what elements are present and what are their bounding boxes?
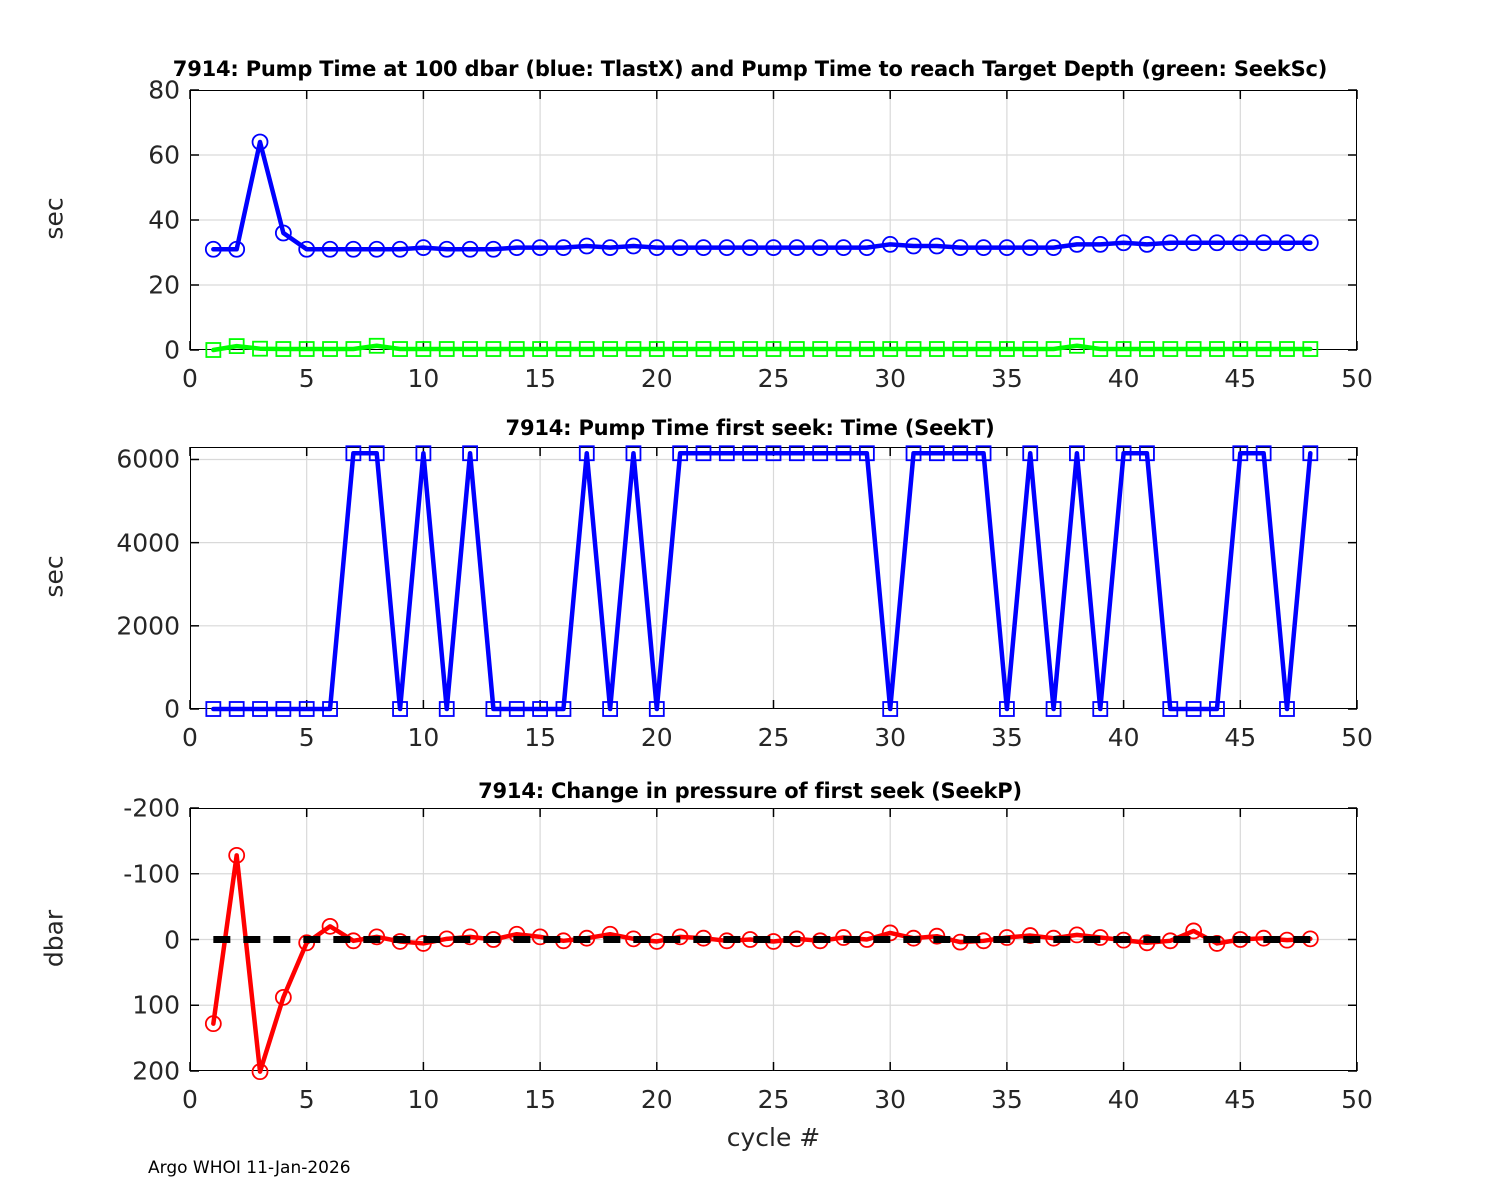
xtick-panel2-15: 15 <box>524 723 556 752</box>
xtick-panel1-5: 5 <box>298 364 315 393</box>
xtick-panel3-5: 5 <box>298 1085 315 1114</box>
xtick-panel2-50: 50 <box>1341 723 1373 752</box>
ytick-panel1-80: 80 <box>148 75 180 105</box>
ytick-panel3--100: -100 <box>123 859 180 889</box>
ytick-panel2-2000: 2000 <box>116 611 180 641</box>
ylabel-panel3: dbar <box>39 909 69 967</box>
xtick-panel1-10: 10 <box>407 364 440 393</box>
xtick-panel3-30: 30 <box>874 1085 907 1114</box>
xtick-panel2-5: 5 <box>298 723 315 752</box>
xtick-panel2-10: 10 <box>407 723 440 752</box>
ylabel-panel1: sec <box>39 197 69 240</box>
ytick-panel3-200: 200 <box>132 1056 180 1086</box>
panel-title-panel3: 7914: Change in pressure of first seek (… <box>478 779 1022 803</box>
xtick-panel3-35: 35 <box>990 1085 1023 1114</box>
xtick-panel3-10: 10 <box>407 1085 440 1114</box>
xtick-panel2-45: 45 <box>1224 723 1257 752</box>
plot-canvas-panel3 <box>189 807 1358 1081</box>
ytick-panel2-4000: 4000 <box>116 528 180 558</box>
ytick-panel1-60: 60 <box>148 140 180 170</box>
xtick-panel1-45: 45 <box>1224 364 1257 393</box>
footer-credit: Argo WHOI 11-Jan-2026 <box>148 1158 351 1178</box>
xtick-panel1-40: 40 <box>1107 364 1140 393</box>
ytick-panel2-6000: 6000 <box>116 444 180 474</box>
xtick-panel2-0: 0 <box>182 723 198 752</box>
xtick-panel3-0: 0 <box>182 1085 198 1114</box>
xtick-panel3-20: 20 <box>640 1085 673 1114</box>
xtick-panel1-20: 20 <box>640 364 673 393</box>
ytick-panel3-0: 0 <box>164 925 180 954</box>
xtick-panel2-30: 30 <box>874 723 907 752</box>
plot-canvas-panel1 <box>189 89 1358 358</box>
xtick-panel3-50: 50 <box>1341 1085 1373 1114</box>
xtick-panel3-15: 15 <box>524 1085 556 1114</box>
xlabel-panel3: cycle # <box>726 1123 821 1152</box>
ytick-panel1-0: 0 <box>164 335 180 365</box>
xtick-panel1-0: 0 <box>182 364 198 393</box>
ytick-panel2-0: 0 <box>164 694 180 724</box>
panel-title-panel2: 7914: Pump Time first seek: Time (SeekT) <box>505 416 995 440</box>
xtick-panel2-25: 25 <box>757 723 790 752</box>
xtick-panel3-25: 25 <box>757 1085 790 1114</box>
xtick-panel3-45: 45 <box>1224 1085 1257 1114</box>
ytick-panel3--200: -200 <box>123 793 180 823</box>
plot-canvas-panel2 <box>189 445 1358 717</box>
xtick-panel1-25: 25 <box>757 364 790 393</box>
xtick-panel1-30: 30 <box>874 364 907 393</box>
xtick-panel2-20: 20 <box>640 723 673 752</box>
xtick-panel2-40: 40 <box>1107 723 1140 752</box>
xtick-panel2-35: 35 <box>990 723 1023 752</box>
xtick-panel1-50: 50 <box>1341 364 1373 393</box>
panel-title-panel1: 7914: Pump Time at 100 dbar (blue: Tlast… <box>172 57 1328 81</box>
ylabel-panel2: sec <box>39 555 69 598</box>
xtick-panel3-40: 40 <box>1107 1085 1140 1114</box>
xtick-panel1-15: 15 <box>524 364 556 393</box>
ytick-panel1-20: 20 <box>148 270 180 300</box>
ytick-panel3-100: 100 <box>132 990 180 1020</box>
ytick-panel1-40: 40 <box>148 205 180 235</box>
xtick-panel1-35: 35 <box>990 364 1023 393</box>
